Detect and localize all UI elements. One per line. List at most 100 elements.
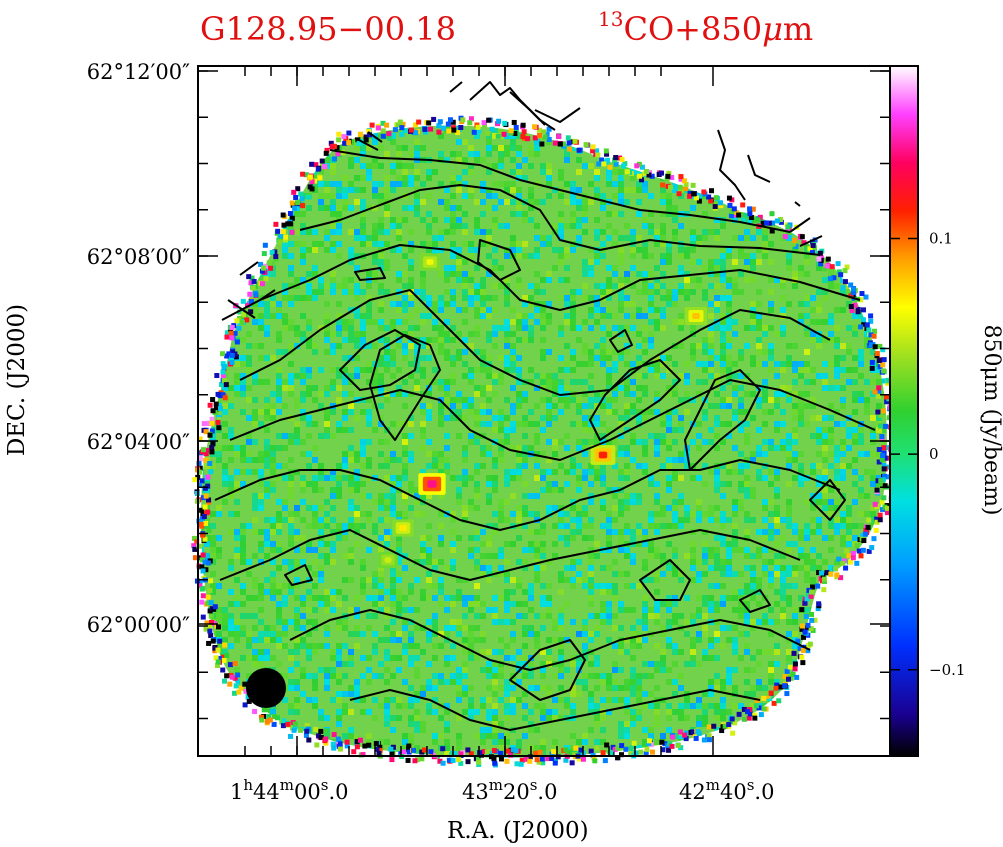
heatmap-pixel xyxy=(360,463,366,469)
heatmap-pixel xyxy=(546,277,552,283)
heatmap-pixel xyxy=(840,445,846,451)
heatmap-pixel xyxy=(636,355,642,361)
heatmap-pixel xyxy=(534,247,540,253)
heatmap-pixel xyxy=(780,367,786,373)
heatmap-pixel xyxy=(654,235,660,241)
heatmap-pixel xyxy=(246,439,252,445)
heatmap-pixel xyxy=(822,415,828,421)
heatmap-pixel xyxy=(534,139,540,145)
heatmap-pixel xyxy=(456,277,462,283)
heatmap-pixel xyxy=(606,607,612,613)
heatmap-pixel xyxy=(660,523,666,529)
heatmap-pixel xyxy=(204,175,210,181)
heatmap-pixel xyxy=(240,139,246,145)
heatmap-pixel xyxy=(798,133,804,139)
heatmap-pixel xyxy=(618,601,624,607)
heatmap-pixel xyxy=(210,277,216,283)
heatmap-pixel xyxy=(534,439,540,445)
heatmap-pixel xyxy=(204,145,210,151)
heatmap-pixel xyxy=(258,619,264,625)
heatmap-pixel xyxy=(798,193,804,199)
heatmap-pixel xyxy=(228,565,234,571)
heatmap-pixel xyxy=(246,451,252,457)
heatmap-pixel xyxy=(348,163,354,169)
heatmap-pixel xyxy=(474,331,480,337)
heatmap-pixel xyxy=(336,481,342,487)
heatmap-pixel xyxy=(630,265,636,271)
heatmap-pixel xyxy=(666,523,672,529)
heatmap-pixel xyxy=(840,469,846,475)
heatmap-pixel xyxy=(726,319,732,325)
heatmap-pixel xyxy=(714,553,720,559)
heatmap-pixel xyxy=(510,469,516,475)
heatmap-pixel xyxy=(282,319,288,325)
heatmap-pixel xyxy=(786,511,792,517)
heatmap-pixel xyxy=(852,601,858,607)
heatmap-pixel xyxy=(426,637,432,643)
heatmap-pixel xyxy=(762,235,768,241)
heatmap-pixel xyxy=(378,361,384,367)
heatmap-pixel xyxy=(336,223,342,229)
heatmap-pixel xyxy=(288,385,294,391)
heatmap-pixel xyxy=(582,295,588,301)
heatmap-pixel xyxy=(444,631,450,637)
heatmap-pixel xyxy=(378,505,384,511)
heatmap-pixel xyxy=(468,277,474,283)
heatmap-pixel xyxy=(618,421,624,427)
heatmap-pixel xyxy=(696,571,702,577)
heatmap-pixel xyxy=(306,607,312,613)
heatmap-pixel xyxy=(384,679,390,685)
heatmap-pixel xyxy=(744,493,750,499)
heatmap-pixel xyxy=(246,115,252,121)
heatmap-pixel xyxy=(504,607,510,613)
heatmap-pixel xyxy=(708,355,714,361)
heatmap-pixel xyxy=(336,283,342,289)
heatmap-pixel xyxy=(216,169,222,175)
heatmap-pixel xyxy=(354,307,360,313)
heatmap-pixel xyxy=(558,667,564,673)
heatmap-pixel xyxy=(420,409,426,415)
heatmap-pixel xyxy=(840,511,846,517)
heatmap-pixel xyxy=(678,577,684,583)
heatmap-pixel xyxy=(294,373,300,379)
heatmap-pixel xyxy=(204,133,210,139)
heatmap-pixel xyxy=(408,421,414,427)
heatmap-pixel xyxy=(336,673,342,679)
heatmap-pixel xyxy=(678,415,684,421)
heatmap-pixel xyxy=(774,571,780,577)
heatmap-pixel xyxy=(372,373,378,379)
heatmap-pixel xyxy=(816,565,822,571)
heatmap-pixel xyxy=(588,295,594,301)
heatmap-pixel xyxy=(480,289,486,295)
heatmap-pixel xyxy=(456,205,462,211)
heatmap-pixel xyxy=(834,601,840,607)
heatmap-pixel xyxy=(750,583,756,589)
heatmap-pixel xyxy=(306,127,312,133)
heatmap-pixel xyxy=(288,475,294,481)
heatmap-pixel xyxy=(624,463,630,469)
heatmap-pixel xyxy=(336,229,342,235)
heatmap-pixel xyxy=(444,565,450,571)
heatmap-pixel xyxy=(708,145,714,151)
heatmap-pixel xyxy=(756,445,762,451)
heatmap-pixel xyxy=(708,133,714,139)
heatmap-pixel xyxy=(504,475,510,481)
heatmap-pixel xyxy=(732,361,738,367)
heatmap-pixel xyxy=(678,613,684,619)
heatmap-pixel xyxy=(456,139,462,145)
heatmap-pixel xyxy=(258,661,264,667)
heatmap-pixel xyxy=(822,445,828,451)
heatmap-pixel xyxy=(708,169,714,175)
heatmap-pixel xyxy=(852,127,858,133)
heatmap-pixel xyxy=(516,511,522,517)
heatmap-pixel xyxy=(606,373,612,379)
heatmap-pixel xyxy=(714,547,720,553)
heatmap-pixel xyxy=(666,667,672,673)
heatmap-pixel xyxy=(720,535,726,541)
heatmap-pixel xyxy=(720,247,726,253)
heatmap-pixel xyxy=(798,469,804,475)
heatmap-pixel xyxy=(264,631,270,637)
heatmap-pixel xyxy=(834,241,840,247)
heatmap-pixel xyxy=(456,151,462,157)
heatmap-pixel xyxy=(378,415,384,421)
